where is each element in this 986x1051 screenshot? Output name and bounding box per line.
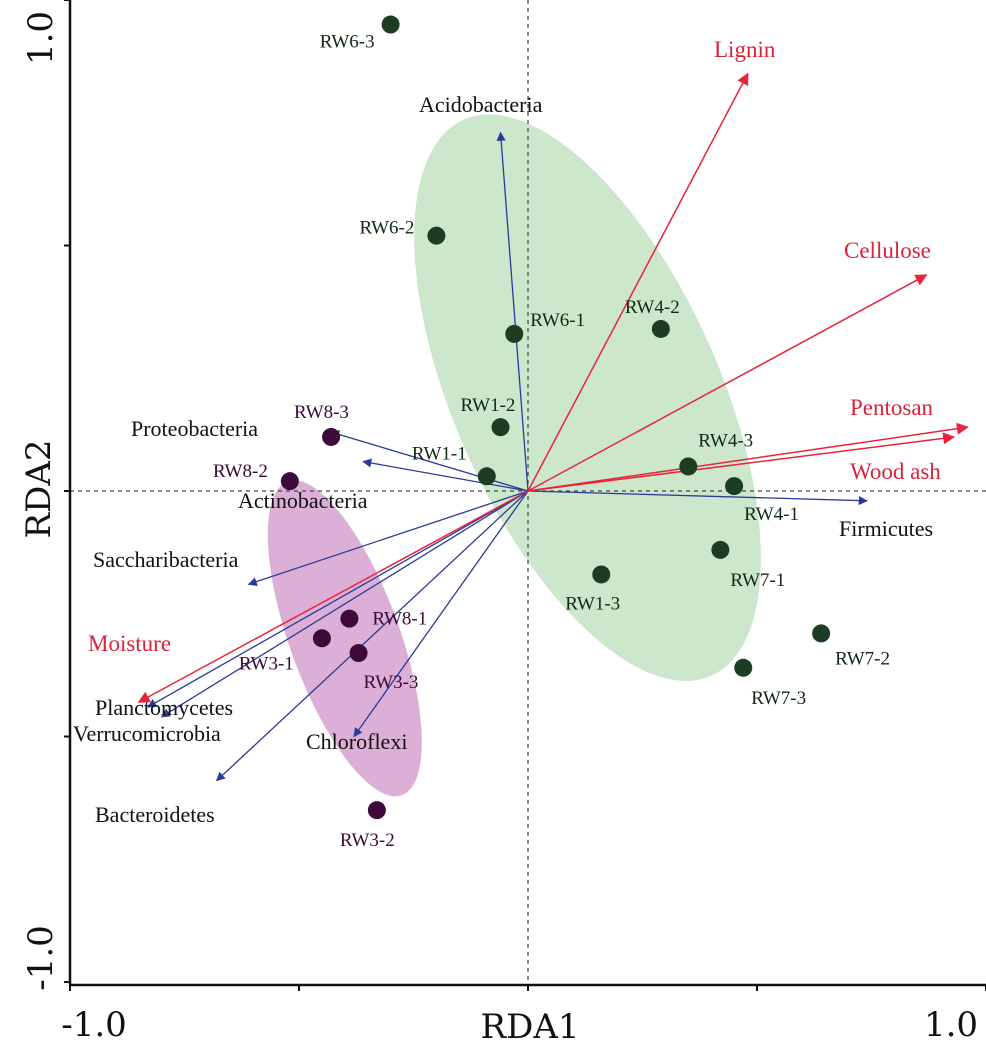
arrow-verrucomicrobia [160, 490, 529, 718]
taxon-label-saccharibacteria: Saccharibacteria [93, 547, 239, 572]
sample-point-rw7-3 [734, 658, 753, 677]
arrow-wood-ash [527, 432, 956, 492]
point-labels: RW6-3 RW6-2 RW6-1 RW4-2 RW1-2 RW1-1 RW4-3 RW4-1… [73, 32, 941, 852]
arrow-chloroflexi [353, 490, 529, 738]
arrow-firmicutes [527, 490, 868, 506]
sample-label-rw8-2: RW8-2 [213, 461, 268, 482]
sample-label-rw7-1: RW7-1 [730, 570, 785, 591]
arrow-moisture [137, 490, 529, 703]
taxon-label-actinobacteria: Actinobacteria [238, 488, 368, 513]
sample-label-rw3-3: RW3-3 [364, 672, 419, 693]
sample-label-rw1-3: RW1-3 [565, 593, 620, 614]
arrow-planctomycetes [147, 490, 529, 708]
purple-cluster-ellipse [267, 480, 422, 797]
sample-point-rw3-3 [349, 644, 368, 663]
taxon-label-chloroflexi: Chloroflexi [306, 729, 407, 754]
sample-label-rw6-2: RW6-2 [360, 218, 415, 239]
sample-point-rw7-1 [711, 540, 730, 559]
sample-point-rw7-2 [812, 624, 831, 643]
sample-label-rw6-1: RW6-1 [530, 310, 585, 331]
env-label-pentosan: Pentosan [850, 395, 934, 420]
green-cluster-ellipse [414, 114, 761, 682]
sample-point-rw4-2 [651, 319, 670, 338]
sample-label-rw3-1: RW3-1 [239, 653, 294, 674]
sample-label-rw3-2: RW3-2 [340, 830, 395, 851]
taxon-label-planctomycetes: Planctomycetes [95, 695, 233, 720]
sample-point-rw3-1 [312, 629, 331, 648]
sample-label-rw8-3: RW8-3 [294, 402, 349, 423]
taxon-label-proteobacteria: Proteobacteria [131, 416, 258, 441]
taxon-label-acidobacteria: Acidobacteria [419, 92, 543, 117]
y-axis-title: RDA2 [19, 439, 59, 538]
sample-label-rw6-3: RW6-3 [320, 32, 375, 53]
axis-ticks [64, 0, 986, 991]
sample-point-rw3-2 [367, 801, 386, 820]
group-ellipses [267, 114, 761, 797]
arrow-lignin [527, 72, 749, 492]
arrow-cellulose [527, 274, 928, 492]
sample-label-rw7-2: RW7-2 [835, 648, 890, 669]
sample-label-rw4-3: RW4-3 [698, 430, 753, 451]
sample-label-rw1-1: RW1-1 [412, 443, 467, 464]
sample-point-rw1-2 [491, 418, 510, 437]
sample-point-rw8-1 [340, 609, 359, 628]
env-label-moisture: Moisture [88, 631, 171, 656]
sample-point-rw6-2 [427, 226, 446, 245]
sample-label-rw4-1: RW4-1 [744, 504, 799, 525]
sample-point-rw6-3 [381, 15, 400, 34]
y-tick-label-min: -1.0 [21, 925, 61, 991]
sample-point-rw4-1 [725, 477, 744, 496]
y-tick-label-max: 1.0 [21, 11, 61, 65]
arrow-acidobacteria [496, 131, 529, 492]
sample-label-rw8-1: RW8-1 [372, 609, 427, 630]
arrow-pentosan [527, 422, 969, 492]
sample-point-rw1-3 [592, 565, 611, 584]
env-label-lignin: Lignin [714, 37, 776, 62]
x-tick-label-max: 1.0 [924, 1005, 978, 1045]
sample-point-rw1-1 [477, 467, 496, 486]
taxon-label-bacteroidetes: Bacteroidetes [95, 802, 215, 827]
taxon-label-firmicutes: Firmicutes [839, 516, 933, 541]
x-axis-title: RDA1 [480, 1007, 579, 1047]
sample-point-rw8-2 [280, 472, 299, 491]
env-label-wood-ash: Wood ash [850, 459, 941, 484]
arrow-proteobacteria [330, 430, 529, 492]
sample-point-rw4-3 [679, 457, 698, 476]
environment-arrows [137, 72, 969, 703]
sample-label-rw7-3: RW7-3 [751, 688, 806, 709]
sample-points [280, 15, 831, 820]
taxon-arrows [147, 131, 868, 782]
taxon-label-verrucomicrobia: Verrucomicrobia [73, 721, 221, 746]
sample-point-rw6-1 [505, 324, 524, 343]
sample-point-rw8-3 [322, 427, 341, 446]
x-tick-label-min: -1.0 [61, 1005, 127, 1045]
sample-label-rw4-2: RW4-2 [625, 297, 680, 318]
arrow-bacteroidetes [215, 490, 529, 782]
arrow-saccharibacteria [247, 490, 529, 587]
arrow-actinobacteria [362, 458, 529, 492]
env-label-cellulose: Cellulose [844, 238, 931, 263]
sample-label-rw1-2: RW1-2 [461, 395, 516, 416]
